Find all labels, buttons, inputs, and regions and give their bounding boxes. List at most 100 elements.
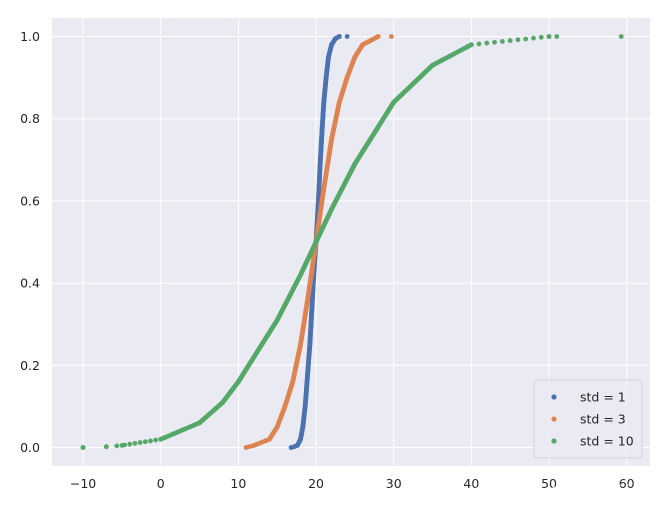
data-point — [251, 443, 257, 448]
legend: std = 1 std = 3 std = 10 — [533, 379, 643, 459]
data-point — [251, 354, 257, 360]
data-point — [336, 99, 342, 105]
data-point — [127, 441, 133, 447]
data-point — [329, 42, 334, 48]
legend-marker — [551, 416, 557, 422]
data-point — [352, 54, 358, 60]
data-point — [300, 424, 306, 430]
data-point — [375, 34, 381, 39]
data-point — [220, 399, 226, 405]
y-tick-label: 0.0 — [20, 440, 40, 455]
data-point — [298, 272, 303, 278]
data-points — [80, 34, 624, 450]
data-point — [430, 62, 435, 68]
data-point — [336, 34, 342, 39]
data-point — [546, 34, 552, 39]
data-point — [103, 444, 109, 450]
data-point — [375, 124, 381, 130]
data-point — [554, 34, 560, 39]
y-tick-label: 1.0 — [20, 29, 40, 44]
data-point — [391, 99, 397, 105]
legend-label: std = 1 — [580, 390, 626, 405]
y-tick-label: 0.4 — [20, 276, 40, 291]
y-tick-label: 0.6 — [20, 193, 40, 208]
legend-box — [533, 379, 643, 459]
x-axis-ticks: −10 0 10 20 30 40 50 60 — [70, 476, 635, 491]
data-point — [329, 136, 334, 142]
data-point — [142, 439, 148, 445]
data-point — [307, 342, 313, 348]
data-point — [132, 440, 138, 446]
x-tick-label: 60 — [619, 476, 635, 491]
data-point — [137, 440, 143, 445]
data-point — [476, 41, 482, 47]
data-point — [313, 239, 319, 245]
data-point — [499, 39, 505, 44]
data-point — [304, 383, 310, 389]
data-point — [321, 99, 327, 105]
data-point — [274, 424, 280, 430]
data-point — [148, 438, 153, 444]
data-point — [321, 186, 327, 191]
x-tick-label: 40 — [463, 476, 479, 491]
data-point — [243, 445, 249, 450]
legend-label: std = 3 — [580, 412, 626, 427]
x-tick-label: 30 — [386, 476, 402, 491]
y-axis-ticks: 0.0 0.2 0.4 0.6 0.8 1.0 — [20, 29, 40, 455]
data-point — [114, 443, 120, 449]
data-point — [267, 436, 272, 442]
x-tick-label: −10 — [70, 476, 96, 491]
data-point — [388, 34, 394, 39]
y-tick-label: 0.2 — [20, 358, 40, 373]
data-point — [197, 420, 202, 426]
watermark: https://blog.csdn.net/qq_44655631 — [408, 483, 661, 499]
data-point — [298, 342, 303, 348]
x-tick-label: 50 — [541, 476, 557, 491]
legend-label: std = 10 — [580, 434, 634, 449]
x-tick-label: 20 — [308, 476, 324, 491]
data-point — [344, 34, 350, 39]
data-point — [158, 436, 164, 442]
data-point — [323, 75, 329, 80]
data-point — [515, 37, 521, 43]
data-point — [326, 54, 331, 60]
data-point — [360, 42, 366, 48]
x-tick-label: 10 — [230, 476, 246, 491]
data-point — [309, 301, 315, 307]
data-point — [290, 379, 296, 385]
data-point — [468, 42, 474, 48]
legend-marker — [551, 394, 557, 400]
data-point — [538, 34, 544, 40]
data-point — [305, 293, 311, 298]
data-point — [329, 206, 334, 212]
data-point — [235, 379, 241, 385]
series-std-3 — [243, 34, 394, 450]
data-point — [80, 445, 86, 450]
data-point — [492, 39, 497, 45]
data-point — [484, 40, 490, 46]
data-point — [274, 317, 280, 323]
data-point — [298, 436, 303, 442]
series-std-10 — [80, 34, 624, 450]
data-point — [523, 36, 529, 42]
data-point — [618, 34, 624, 39]
data-point — [333, 36, 338, 41]
data-point — [305, 362, 311, 368]
grid-lines — [52, 18, 650, 466]
data-point — [319, 124, 325, 130]
x-tick-label: 0 — [157, 476, 165, 491]
data-point — [368, 38, 373, 44]
data-point — [153, 437, 159, 443]
data-point — [119, 443, 125, 448]
data-point — [317, 165, 323, 171]
data-point — [302, 404, 308, 409]
data-point — [507, 38, 513, 44]
data-point — [531, 35, 536, 41]
data-point — [282, 404, 288, 409]
data-point — [352, 161, 358, 167]
y-tick-label: 0.8 — [20, 111, 40, 126]
legend-marker — [551, 438, 557, 444]
data-point — [344, 75, 350, 80]
data-point — [295, 443, 300, 448]
